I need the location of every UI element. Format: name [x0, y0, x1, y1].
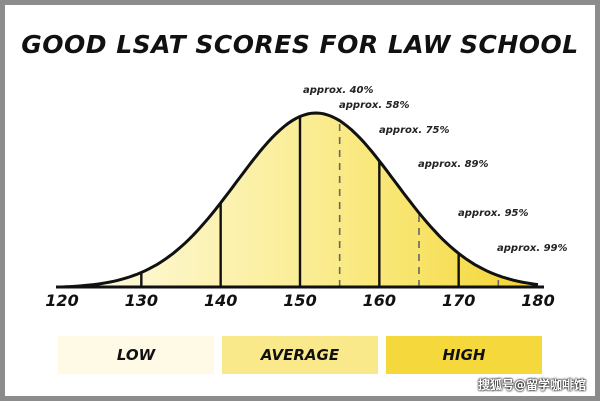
x-tick-label-130: 130: [125, 291, 158, 310]
annotation-165: approx. 89%: [418, 159, 489, 170]
annotation-175: approx. 99%: [497, 243, 568, 254]
x-tick-label-120: 120: [45, 291, 78, 310]
annotation-150: approx. 40%: [303, 85, 374, 96]
legend-high: HIGH: [386, 336, 542, 374]
x-tick-label-160: 160: [363, 291, 396, 310]
annotation-160: approx. 75%: [379, 125, 450, 136]
legend-average: AVERAGE: [222, 336, 378, 374]
curve-line: [61, 111, 539, 289]
x-tick-label-170: 170: [442, 291, 475, 310]
watermark: 搜狐号@留学咖啡馆: [477, 378, 586, 392]
annotation-170: approx. 95%: [458, 208, 529, 219]
annotation-155: approx. 58%: [339, 100, 410, 111]
x-tick-label-180: 180: [521, 291, 554, 310]
x-tick-label-150: 150: [283, 291, 316, 310]
chart-title: GOOD LSAT SCORES FOR LAW SCHOOL: [21, 30, 579, 59]
x-tick-label-140: 140: [204, 291, 237, 310]
legend-low: LOW: [58, 336, 214, 374]
